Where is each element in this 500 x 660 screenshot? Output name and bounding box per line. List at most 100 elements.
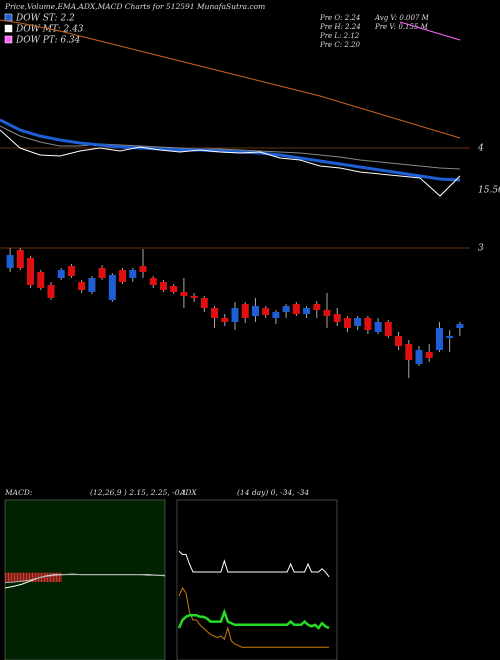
histogram-bar (45, 572, 47, 582)
candle-body (292, 304, 300, 314)
histogram-bar (5, 572, 6, 582)
chart-title: Price,Volume,EMA,ADX,MACD Charts for 512… (4, 2, 265, 11)
candle-body (149, 278, 157, 285)
candle-body (231, 308, 239, 322)
candle-body (446, 336, 454, 338)
histogram-bar (47, 572, 48, 582)
candle-body (57, 270, 65, 278)
legend-label: DOW PT: 6.34 (15, 36, 81, 46)
histogram-bar (57, 572, 59, 582)
candle-body (456, 324, 464, 328)
legend-label: DOW ST: 2.2 (15, 14, 75, 24)
candle-body (272, 312, 280, 318)
candle-body (221, 318, 229, 322)
legend-label: DOW MT: 2.43 (15, 25, 84, 35)
y-tick-label: 3 (478, 244, 484, 254)
candle-body (200, 298, 208, 308)
candle-body (211, 308, 219, 318)
histogram-bar (59, 572, 60, 582)
candle-body (435, 328, 443, 350)
candle-body (180, 292, 188, 296)
candle-body (251, 306, 259, 316)
line (4, 574, 165, 584)
histogram-bar (15, 572, 17, 582)
histogram-bar (53, 572, 54, 582)
histogram-bar (30, 572, 32, 582)
candle-body (323, 310, 331, 316)
histogram-bar (24, 572, 26, 582)
histogram-bar (18, 572, 20, 582)
y-tick-label: 4 (477, 144, 484, 154)
line (399, 21, 461, 41)
histogram-bar (36, 572, 38, 582)
stat: Avg V: 0.007 M (374, 14, 430, 22)
histogram-bar (26, 572, 27, 582)
histogram-bar (11, 572, 12, 582)
histogram-bar (38, 572, 39, 582)
panel-title: ADX (179, 488, 197, 497)
histogram-bar (27, 572, 29, 582)
candle-body (405, 344, 413, 360)
legend-swatch (4, 35, 13, 44)
histogram-bar (17, 572, 18, 582)
histogram-bar (20, 572, 21, 582)
panel-subtitle: (12,26,9 ) 2.15, 2.25, -0.1 (90, 488, 187, 497)
candle-body (282, 306, 290, 312)
candle-body (139, 266, 147, 272)
histogram-bar (56, 572, 57, 582)
histogram-bar (54, 572, 56, 582)
candle-body (241, 304, 249, 318)
line (178, 586, 329, 648)
histogram-bar (48, 572, 50, 582)
candle-body (119, 270, 127, 282)
line (0, 125, 461, 170)
panel-title: MACD: (4, 488, 33, 497)
candle-body (384, 322, 392, 336)
candle-body (108, 275, 116, 300)
histogram-bar (14, 572, 15, 582)
annotation: 15.56 (478, 186, 500, 196)
candle-body (415, 350, 423, 364)
candle-body (190, 296, 198, 298)
stat: Pre O: 2.24 (319, 14, 360, 22)
candle-body (354, 318, 362, 326)
histogram-bar (9, 572, 11, 582)
stat: Pre C: 2.20 (319, 41, 360, 49)
line (0, 129, 461, 197)
stat: Pre L: 2.12 (319, 32, 360, 40)
histogram-bar (60, 572, 62, 582)
candle-body (333, 314, 341, 322)
histogram-bar (50, 572, 51, 582)
histogram-bar (35, 572, 36, 582)
candle-body (374, 322, 382, 332)
candle-body (364, 318, 372, 330)
candle-body (129, 270, 137, 278)
candle-body (6, 255, 14, 268)
histogram-bar (33, 572, 35, 582)
line (0, 19, 461, 139)
histogram-bar (8, 572, 9, 582)
candle-body (16, 250, 24, 268)
stat: Pre H: 2.24 (319, 23, 361, 31)
histogram-bar (6, 572, 8, 582)
histogram-bar (51, 572, 53, 582)
candle-body (313, 304, 321, 310)
histogram-bar (12, 572, 14, 582)
candle-body (98, 268, 106, 278)
candle-body (170, 286, 178, 292)
candle-body (395, 336, 403, 346)
line (0, 118, 461, 182)
candle-body (343, 318, 351, 328)
candle-body (37, 272, 45, 288)
candle-body (159, 282, 167, 290)
histogram-bar (32, 572, 33, 582)
candle-body (262, 308, 270, 315)
candle-body (78, 282, 86, 290)
histogram-bar (29, 572, 30, 582)
legend-swatch (4, 24, 13, 33)
candle-body (47, 285, 55, 298)
panel (176, 499, 338, 660)
panel-subtitle: (14 day) 0, -34, -34 (237, 488, 309, 497)
line (178, 550, 330, 578)
